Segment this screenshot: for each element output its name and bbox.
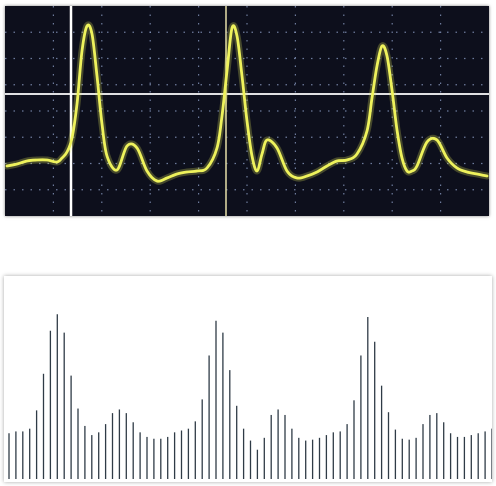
stem-plot-panel: [4, 276, 492, 482]
scope-grid: [5, 6, 489, 216]
oscilloscope-chart: [5, 6, 489, 216]
waveform-trace: [5, 23, 489, 183]
stem-chart: [8, 314, 492, 479]
oscilloscope-screen: [5, 6, 489, 216]
waveform-glow: [5, 21, 489, 185]
